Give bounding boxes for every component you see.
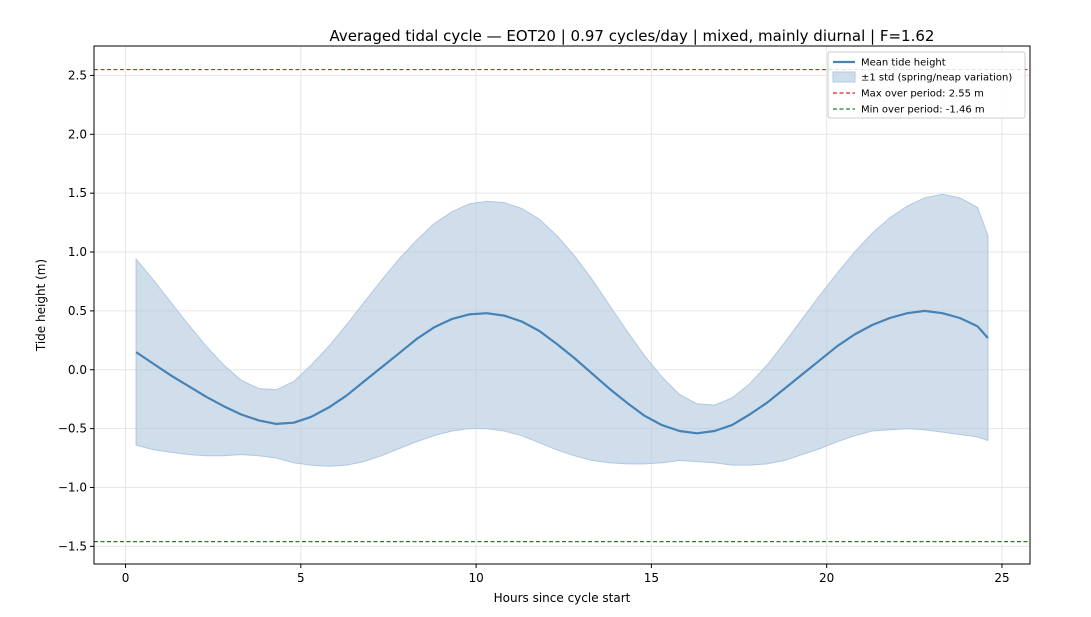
x-tick-label: 20: [819, 571, 834, 585]
x-axis-label: Hours since cycle start: [494, 591, 631, 605]
y-tick-label: 2.5: [68, 68, 87, 82]
plot-area: [94, 68, 1030, 543]
y-tick-label: 1.5: [68, 186, 87, 200]
y-tick-label: 0.5: [68, 304, 87, 318]
x-tick-label: 15: [644, 571, 659, 585]
y-axis-ticks: −1.5 −1.0 −0.5 0.0 0.5 1.0 1.5 2.0 2.5: [58, 68, 94, 553]
y-tick-label: −1.0: [58, 480, 87, 494]
legend-label-min: Min over period: -1.46 m: [861, 105, 985, 116]
y-tick-label: 2.0: [68, 127, 87, 141]
legend-label-mean: Mean tide height: [861, 58, 946, 69]
mean-tide-line: [135, 309, 989, 435]
y-axis-label: Tide height (m): [34, 259, 48, 352]
legend: Mean tide height ±1 std (spring/neap vari…: [827, 51, 1026, 119]
legend-label-band: ±1 std (spring/neap variation): [861, 73, 1012, 84]
x-tick-label: 25: [994, 571, 1009, 585]
legend-box: [827, 51, 1026, 119]
chart-title: Averaged tidal cycle — EOT20 | 0.97 cycl…: [330, 27, 935, 45]
x-tick-label: 5: [297, 571, 305, 585]
legend-swatch-band: [832, 71, 856, 83]
x-axis-ticks: 0 5 10 15 20 25: [122, 564, 1010, 585]
plot-frame: [93, 45, 1031, 565]
y-tick-label: 0.0: [68, 363, 87, 377]
x-tick-label: 10: [468, 571, 483, 585]
x-tick-label: 0: [122, 571, 130, 585]
std-band: [135, 193, 989, 467]
y-tick-label: −1.5: [58, 539, 87, 553]
y-tick-label: 1.0: [68, 245, 87, 259]
y-tick-label: −0.5: [58, 422, 87, 436]
legend-label-max: Max over period: 2.55 m: [861, 89, 984, 100]
